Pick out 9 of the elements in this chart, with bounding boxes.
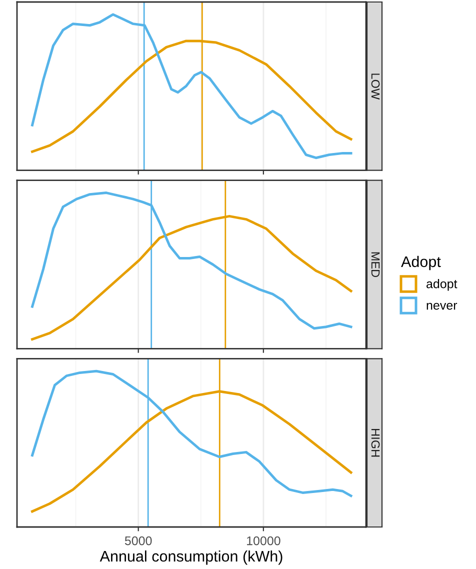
x-axis-title: Annual consumption (kWh): [100, 550, 282, 565]
text: HIGH: [371, 429, 380, 457]
legend-label: adopt: [426, 279, 458, 291]
text: MED: [371, 252, 380, 278]
legend-label: never: [426, 302, 458, 310]
x-tick-label: 10000: [247, 536, 280, 546]
x-tick-label: 5000: [124, 536, 152, 546]
legend-title: Adopt: [401, 256, 441, 270]
text: LOW: [371, 74, 380, 100]
